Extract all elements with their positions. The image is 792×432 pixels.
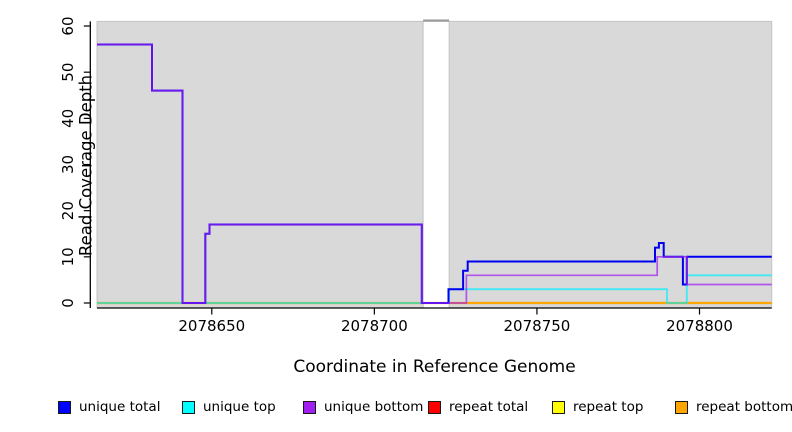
legend-swatch-unique-bottom bbox=[303, 400, 316, 414]
y-tick-label: 10 bbox=[59, 247, 77, 266]
series-unique-bottom bbox=[97, 43, 772, 304]
legend-item-repeat-bottom: repeat bottom bbox=[675, 396, 792, 418]
legend: unique total unique top unique bottom repea… bbox=[0, 396, 792, 420]
legend-swatch-unique-total bbox=[58, 400, 71, 414]
legend-swatch-repeat-total bbox=[428, 400, 441, 414]
legend-label: unique top bbox=[203, 399, 276, 415]
covered-region-left bbox=[96, 20, 424, 309]
legend-swatch-repeat-bottom bbox=[675, 400, 688, 414]
y-tick-label: 40 bbox=[59, 109, 77, 128]
legend-swatch-unique-top bbox=[182, 400, 195, 414]
y-axis-title: Read Coverage Depth bbox=[76, 74, 96, 257]
x-axis-title: Coordinate in Reference Genome bbox=[293, 357, 576, 377]
legend-item-repeat-top: repeat top bbox=[552, 396, 643, 418]
y-tick-label: 0 bbox=[59, 298, 77, 308]
legend-label: repeat bottom bbox=[696, 399, 792, 415]
y-tick-label: 30 bbox=[59, 155, 77, 174]
x-tick-label: 2078800 bbox=[666, 317, 733, 335]
y-tick-label: 50 bbox=[59, 63, 77, 82]
y-tick-label: 60 bbox=[59, 16, 77, 35]
legend-label: unique bottom bbox=[324, 399, 424, 415]
x-tick-label: 2078700 bbox=[341, 317, 408, 335]
legend-item-unique-top: unique top bbox=[182, 396, 276, 418]
x-tick-label: 2078650 bbox=[178, 317, 245, 335]
legend-label: repeat total bbox=[449, 399, 529, 415]
x-tick-label: 2078750 bbox=[504, 317, 571, 335]
legend-swatch-repeat-top bbox=[552, 400, 565, 414]
legend-item-unique-total: unique total bbox=[58, 396, 160, 418]
covered-region-right bbox=[448, 20, 773, 309]
y-tick-label: 20 bbox=[59, 201, 77, 220]
legend-item-unique-bottom: unique bottom bbox=[303, 396, 423, 418]
legend-item-repeat-total: repeat total bbox=[428, 396, 528, 418]
legend-label: repeat top bbox=[573, 399, 644, 415]
legend-label: unique total bbox=[79, 399, 161, 415]
